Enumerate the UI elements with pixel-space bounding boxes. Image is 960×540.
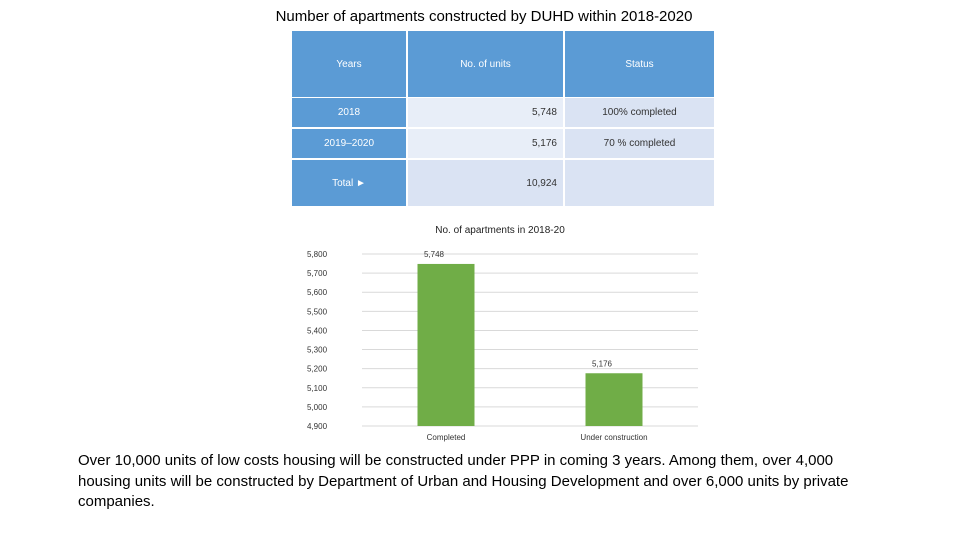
x-tick-label: Completed xyxy=(427,433,466,442)
units-table: Years No. of units Status 2018 5,748 100… xyxy=(292,31,714,206)
y-tick-label: 5,800 xyxy=(307,250,328,259)
chart-title: No. of apartments in 2018-20 xyxy=(435,225,565,236)
header-status: Status xyxy=(565,31,714,97)
header-units: No. of units xyxy=(408,31,563,97)
row-2019-units: 5,176 xyxy=(408,129,563,158)
header-years: Years xyxy=(292,31,406,97)
y-tick-label: 5,300 xyxy=(307,346,328,355)
bar xyxy=(585,373,643,426)
row-total-status xyxy=(565,160,714,206)
y-tick-label: 5,500 xyxy=(307,307,328,316)
row-2019-status: 70 % completed xyxy=(565,129,714,158)
row-2018-units: 5,748 xyxy=(408,98,563,127)
data-label: 5,748 xyxy=(424,250,445,259)
y-tick-label: 5,600 xyxy=(307,288,328,297)
data-label: 5,176 xyxy=(592,359,613,368)
row-2019-year: 2019–2020 xyxy=(292,129,406,158)
row-total-units: 10,924 xyxy=(408,160,563,206)
x-tick-label: Under construction xyxy=(580,433,647,442)
row-2018-year: 2018 xyxy=(292,98,406,127)
row-total-label: Total ► xyxy=(292,160,406,206)
y-tick-label: 5,700 xyxy=(307,269,328,278)
summary-paragraph: Over 10,000 units of low costs housing w… xyxy=(78,452,849,510)
bar xyxy=(417,263,475,426)
y-tick-label: 5,200 xyxy=(307,365,328,374)
y-tick-label: 5,000 xyxy=(307,403,328,412)
y-tick-label: 5,100 xyxy=(307,384,328,393)
y-tick-label: 5,400 xyxy=(307,326,328,335)
row-2018-status: 100% completed xyxy=(565,98,714,127)
slide-title: Number of apartments constructed by DUHD… xyxy=(275,8,693,25)
y-tick-label: 4,900 xyxy=(307,422,328,431)
